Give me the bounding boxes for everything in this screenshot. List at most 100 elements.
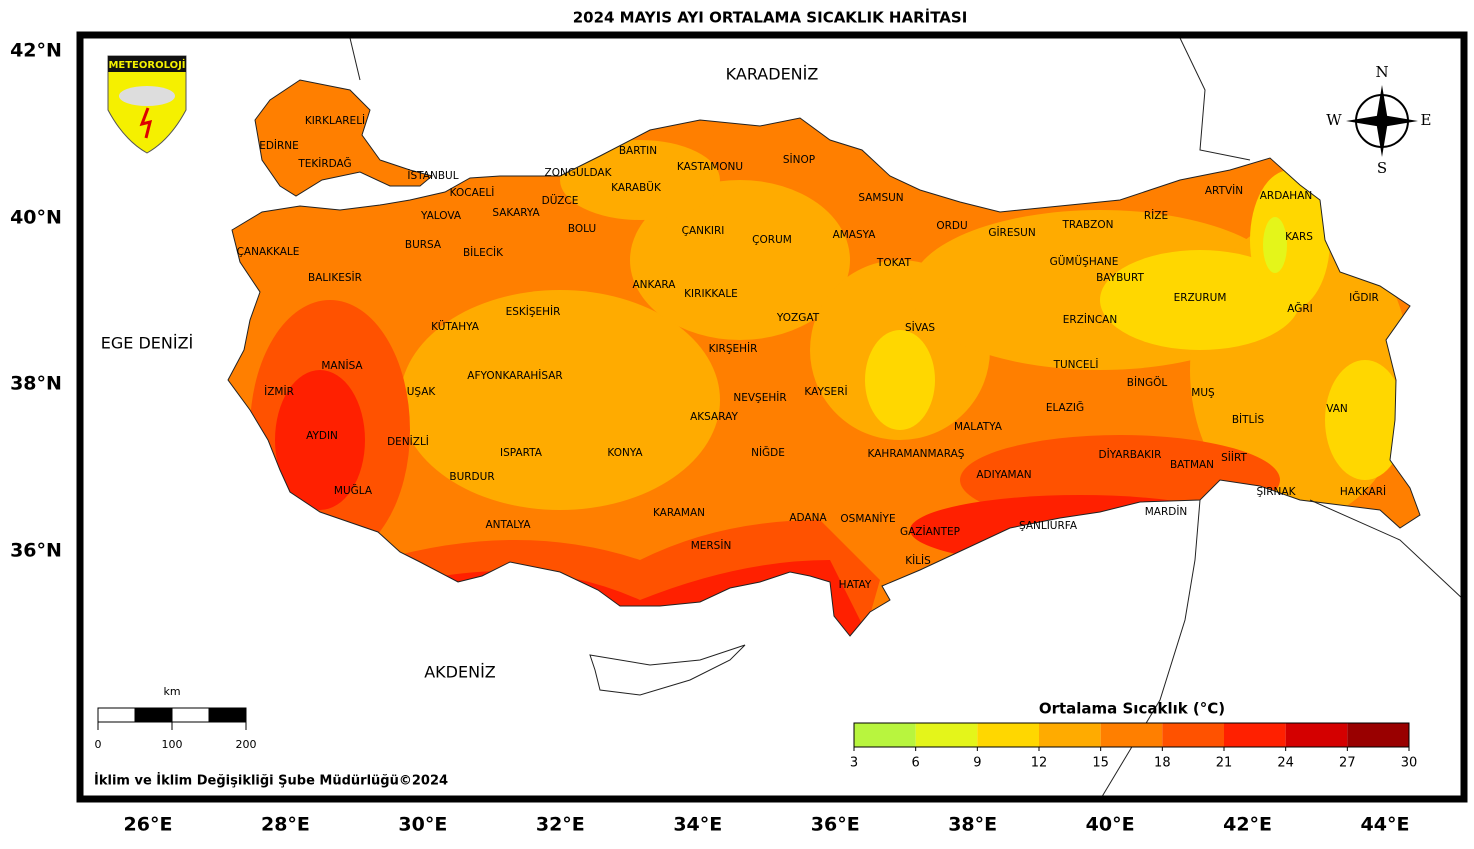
sea-label: EGE DENİZİ	[101, 334, 194, 353]
province-label: KARAMAN	[653, 507, 705, 519]
longitude-label: 42°E	[1223, 814, 1272, 836]
province-label: MUŞ	[1191, 387, 1215, 399]
province-label: ŞANLIURFA	[1019, 520, 1078, 532]
colorbar-tick-label: 6	[912, 756, 920, 771]
province-label: SİNOP	[783, 153, 815, 166]
colorbar-bin	[1285, 723, 1348, 747]
province-label: BURSA	[405, 239, 442, 251]
province-label: TEKİRDAĞ	[297, 157, 351, 170]
map-frame	[76, 31, 1468, 803]
compass-label: E	[1421, 111, 1432, 129]
province-label: NEVŞEHİR	[733, 391, 786, 404]
province-label: SİİRT	[1221, 451, 1247, 464]
province-label: DİYARBAKIR	[1099, 448, 1162, 461]
province-label: BATMAN	[1170, 459, 1214, 471]
province-label: ELAZIĞ	[1046, 401, 1084, 414]
latitude-label: 36°N	[10, 540, 62, 562]
compass-label: S	[1377, 159, 1387, 177]
province-label: ADIYAMAN	[976, 469, 1031, 481]
province-label: ORDU	[936, 220, 967, 232]
province-label: KARABÜK	[611, 181, 662, 194]
latitude-label: 38°N	[10, 373, 62, 395]
province-label: YOZGAT	[776, 312, 820, 324]
colorbar-tick-label: 21	[1216, 756, 1233, 771]
province-label: BURDUR	[449, 471, 494, 483]
province-label: KIRKLARELİ	[305, 114, 365, 127]
borders	[227, 37, 1465, 801]
latitude-label: 40°N	[10, 207, 62, 229]
province-label: İSTANBUL	[407, 169, 458, 182]
province-label: ARDAHAN	[1260, 190, 1313, 202]
province-label: KIRŞEHİR	[709, 342, 758, 355]
province-label: KOCAELİ	[450, 186, 495, 199]
longitude-label: 34°E	[673, 814, 722, 836]
legend-title: Ortalama Sıcaklık (°C)	[1039, 700, 1225, 718]
province-label: ADANA	[789, 512, 827, 524]
map-title: 2024 MAYIS AYI ORTALAMA SICAKLIK HARİTAS…	[573, 8, 968, 27]
colorbar-tick-label: 9	[973, 756, 981, 771]
province-label: ZONGULDAK	[545, 167, 613, 179]
province-label: KÜTAHYA	[431, 320, 480, 333]
province-label: BAYBURT	[1096, 272, 1144, 284]
province-label: GAZİANTEP	[900, 525, 960, 538]
province-label: MARDİN	[1145, 505, 1188, 518]
logo: METEOROLOJİ	[107, 55, 187, 154]
longitude-label: 28°E	[261, 814, 310, 836]
colorbar-tick-label: 18	[1154, 756, 1171, 771]
province-label: BİNGÖL	[1127, 376, 1168, 389]
province-label: AMASYA	[833, 229, 877, 241]
compass: N E S W	[1326, 63, 1431, 177]
province-label: BİLECİK	[463, 246, 504, 259]
province-label: KAYSERİ	[804, 385, 847, 398]
province-label: HATAY	[839, 579, 872, 591]
scale-tick-label: 100	[162, 738, 183, 751]
colorbar-tick-label: 12	[1031, 756, 1048, 771]
province-label: KIRIKKALE	[684, 288, 738, 300]
colorbar-tick-label: 24	[1277, 756, 1294, 771]
colorbar-bin	[915, 723, 978, 747]
colorbar-tick-label: 27	[1339, 756, 1356, 771]
sea-label: KARADENİZ	[726, 65, 819, 84]
province-label: RİZE	[1144, 209, 1168, 222]
province-label: GÜMÜŞHANE	[1050, 255, 1119, 268]
scale-unit: km	[163, 685, 180, 698]
province-label: BİTLİS	[1232, 413, 1265, 426]
province-label: OSMANİYE	[840, 512, 895, 525]
colorbar-bin	[1347, 723, 1409, 747]
longitude-label: 32°E	[536, 814, 585, 836]
colorbar-tick-label: 3	[850, 756, 858, 771]
colorbar-bin	[1100, 723, 1163, 747]
credit: İklim ve İklim Değişikliği Şube Müdürlüğ…	[94, 773, 448, 789]
province-label: AFYONKARAHİSAR	[467, 369, 562, 382]
province-label: TOKAT	[876, 257, 912, 269]
colorbar-bin	[1039, 723, 1101, 747]
province-label: ANKARA	[633, 279, 677, 291]
colorbar-bin	[854, 723, 916, 747]
colorbar-frame	[853, 722, 1410, 748]
province-label: UŞAK	[407, 386, 437, 398]
province-label: MERSİN	[691, 539, 732, 552]
province-label: BARTIN	[619, 145, 657, 157]
longitude-label: 38°E	[948, 814, 997, 836]
scale-tick-label: 0	[95, 738, 102, 751]
longitude-label: 40°E	[1086, 814, 1135, 836]
province-label: KASTAMONU	[677, 161, 743, 173]
province-label: SAKARYA	[492, 207, 540, 219]
colorbar-bin	[1162, 723, 1224, 747]
province-label: MUĞLA	[334, 484, 373, 497]
province-label: IĞDIR	[1349, 291, 1379, 304]
province-label: ARTVİN	[1205, 184, 1243, 197]
longitude-label: 26°E	[124, 814, 173, 836]
province-label: ŞIRNAK	[1257, 486, 1297, 498]
longitude-label: 30°E	[398, 814, 447, 836]
province-label: BOLU	[568, 223, 596, 235]
province-label: KAHRAMANMARAŞ	[868, 448, 965, 460]
province-label: TUNCELİ	[1053, 358, 1099, 371]
province-label: AYDIN	[306, 430, 338, 442]
province-labels: KIRKLARELİ EDİRNE TEKİRDAĞ İSTANBUL KOCAELİ Z…	[237, 114, 1387, 591]
province-label: ÇORUM	[752, 234, 792, 246]
compass-label: N	[1375, 63, 1388, 81]
province-label: SİVAS	[905, 321, 935, 334]
province-label: DÜZCE	[542, 194, 579, 207]
